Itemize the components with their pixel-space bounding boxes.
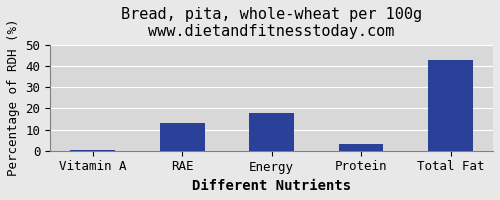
X-axis label: Different Nutrients: Different Nutrients xyxy=(192,179,351,193)
Bar xyxy=(160,123,204,151)
Bar xyxy=(70,150,115,151)
Bar xyxy=(428,60,473,151)
Title: Bread, pita, whole-wheat per 100g
www.dietandfitnesstoday.com: Bread, pita, whole-wheat per 100g www.di… xyxy=(121,7,422,39)
Y-axis label: Percentage of RDH (%): Percentage of RDH (%) xyxy=(7,19,20,176)
Bar xyxy=(338,144,384,151)
Bar xyxy=(250,113,294,151)
